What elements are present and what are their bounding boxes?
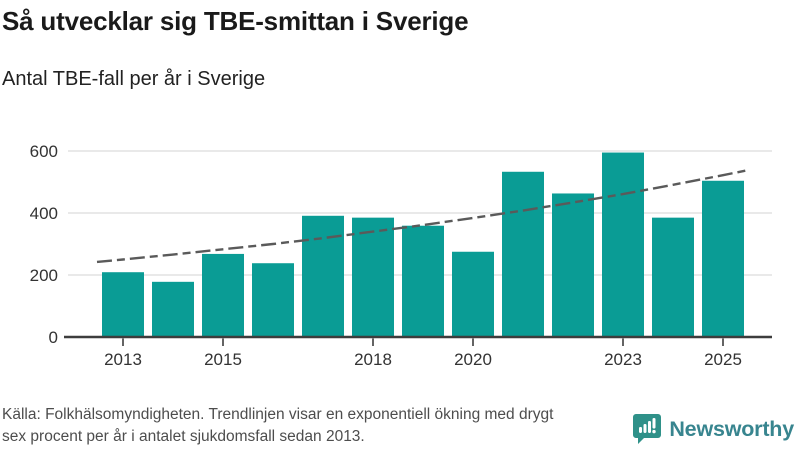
- x-tick-label: 2015: [204, 350, 242, 369]
- x-tick-label: 2020: [454, 350, 492, 369]
- y-tick-label: 600: [30, 142, 58, 161]
- bar-2016: [252, 263, 294, 337]
- tbe-bar-chart: 0 200 400 600 2013 2015 2018 2020 2023 2025: [30, 142, 772, 369]
- y-tick-label: 0: [49, 328, 58, 347]
- bar-2024: [652, 217, 694, 337]
- bar-2018: [352, 217, 394, 337]
- bar-2025: [702, 180, 744, 337]
- chart-subtitle: Antal TBE-fall per år i Sverige: [2, 68, 266, 90]
- bar-2013: [102, 272, 144, 337]
- newsworthy-logo: Newsworthy: [633, 413, 794, 445]
- x-tick-label: 2018: [354, 350, 392, 369]
- newsworthy-icon: [633, 414, 662, 444]
- newsworthy-logo-label: Newsworthy: [669, 416, 794, 441]
- bar-2019: [402, 225, 444, 337]
- bar-2020: [452, 251, 494, 337]
- y-tick-label: 400: [30, 204, 58, 223]
- chart-title: Så utvecklar sig TBE-smittan i Sverige: [2, 6, 469, 36]
- bar-2022: [552, 193, 594, 337]
- bar-2023: [602, 152, 644, 337]
- bar-2017: [302, 215, 344, 337]
- source-note-line1: Källa: Folkhälsomyndigheten. Trendlinjen…: [2, 406, 554, 423]
- source-note-line2: sex procent per år i antalet sjukdomsfal…: [2, 428, 365, 445]
- x-tick-label: 2013: [104, 350, 142, 369]
- bar-2015: [202, 253, 244, 337]
- y-tick-label: 200: [30, 266, 58, 285]
- bar-2021: [502, 171, 544, 337]
- source-note: Källa: Folkhälsomyndigheten. Trendlinjen…: [2, 404, 553, 448]
- x-tick-label: 2025: [704, 350, 742, 369]
- x-tick-label: 2023: [604, 350, 642, 369]
- bar-2014: [152, 281, 194, 337]
- trend-line: [96, 168, 750, 264]
